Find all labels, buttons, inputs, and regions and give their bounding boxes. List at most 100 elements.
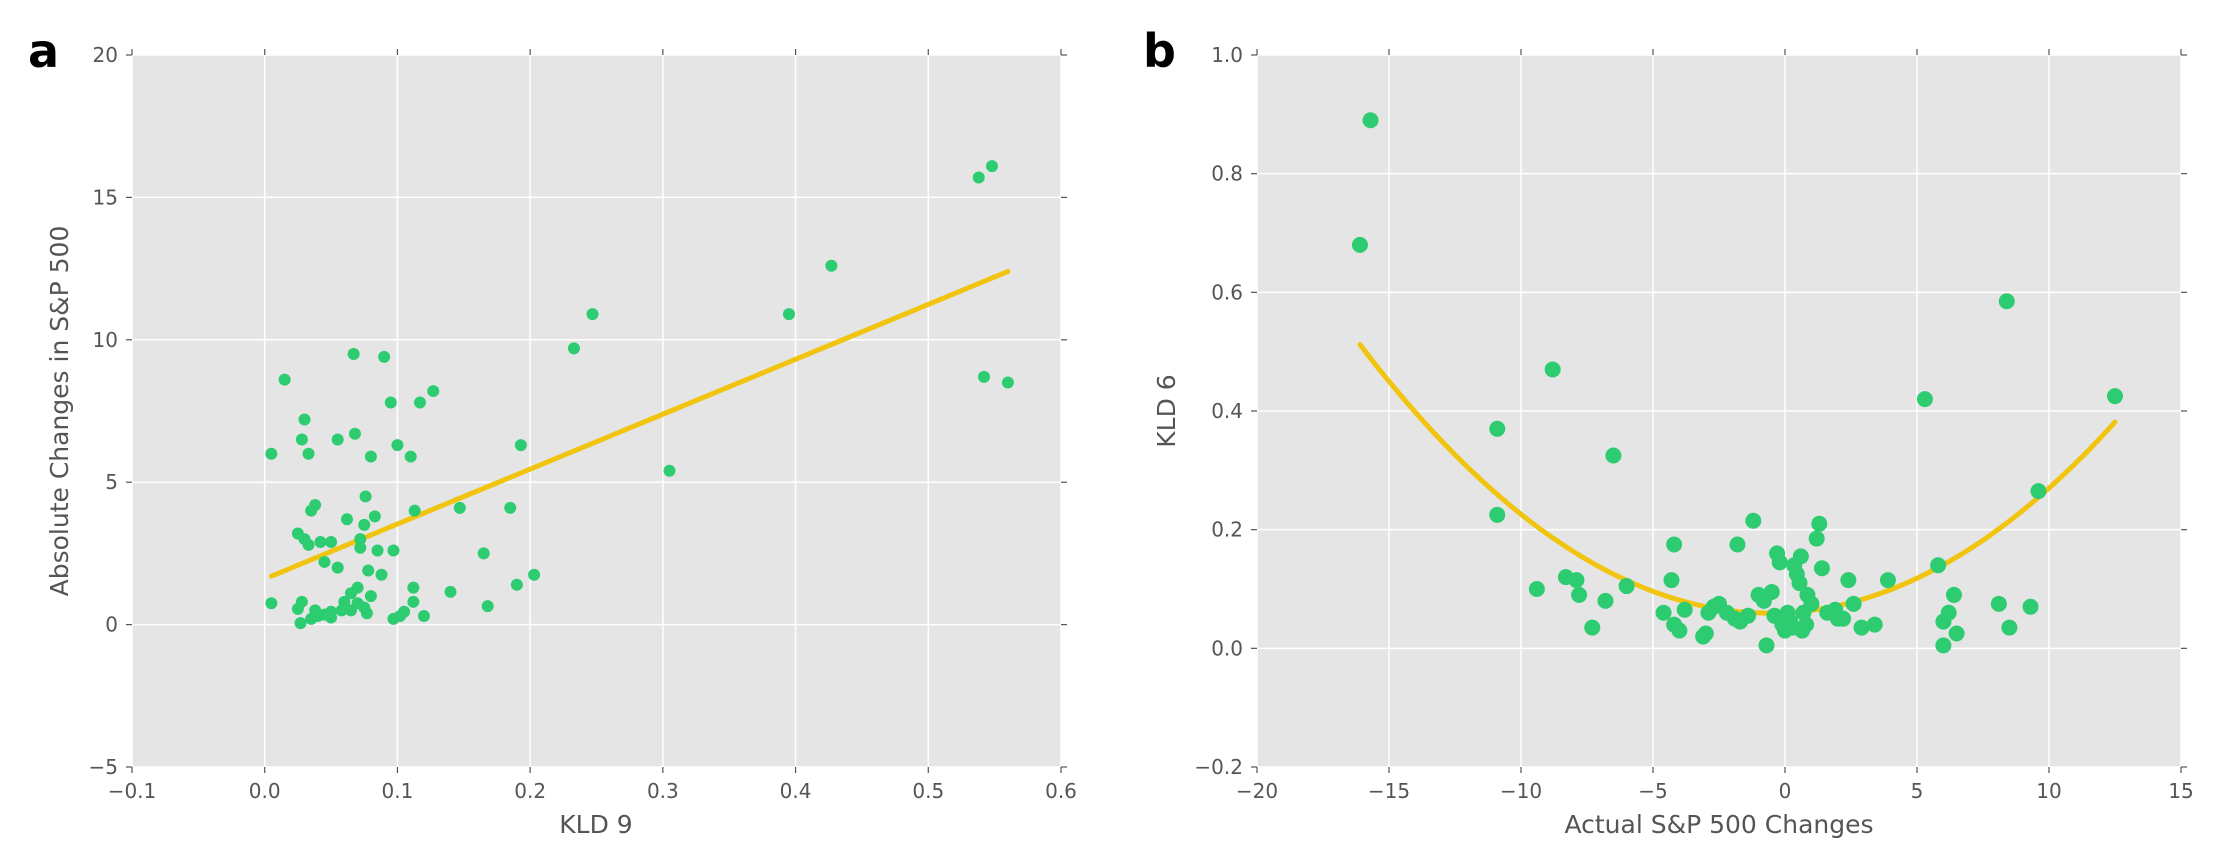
data-point — [298, 413, 311, 426]
data-point — [1811, 515, 1828, 532]
x-tick-label: −20 — [1236, 779, 1278, 803]
data-point — [278, 373, 291, 386]
data-point — [1930, 557, 1947, 574]
x-tick-label: −10 — [1500, 779, 1542, 803]
data-point — [359, 490, 372, 503]
x-tick-label: −15 — [1368, 779, 1410, 803]
data-point — [1813, 560, 1830, 577]
data-point — [407, 581, 420, 594]
data-point — [1362, 112, 1379, 129]
panel-a-grid — [131, 54, 1062, 768]
data-point — [318, 555, 331, 568]
data-point — [453, 501, 466, 514]
panel-a-label: a — [28, 24, 59, 78]
data-point — [1935, 637, 1952, 654]
data-point — [1840, 572, 1857, 589]
panel-b-ylabel: KLD 6 — [1152, 374, 1181, 447]
data-point — [387, 544, 400, 557]
data-point — [514, 439, 527, 452]
data-point — [1584, 619, 1601, 636]
data-point — [1697, 625, 1714, 642]
data-point — [417, 610, 430, 623]
data-point — [1571, 586, 1588, 603]
data-point — [1866, 616, 1883, 633]
data-point — [1544, 361, 1561, 378]
y-tick-label: 0.8 — [1211, 162, 1243, 186]
data-point — [354, 533, 367, 546]
x-tick-label: 15 — [2168, 779, 2193, 803]
y-tick-label: 5 — [105, 470, 118, 494]
data-point — [360, 607, 373, 620]
data-point — [1998, 293, 2015, 310]
x-tick-label: 10 — [2036, 779, 2061, 803]
data-point — [663, 464, 676, 477]
data-point — [2107, 388, 2123, 405]
data-point — [398, 605, 411, 618]
data-point — [407, 595, 420, 608]
panel-a-ticks: −0.1 0.0 0.1 0.2 0.3 0.4 0.5 0.6 −5 0 5 10 15 20 — [89, 43, 1077, 803]
data-point — [477, 547, 490, 560]
data-point — [978, 370, 991, 383]
panel-b-ticks: −20 −15 −10 −5 0 5 10 15 −0.2 0.0 0.2 0.4 0.6 0.8 1.0 — [1194, 43, 2193, 803]
y-tick-label: −0.2 — [1194, 755, 1243, 779]
data-point — [985, 160, 998, 173]
data-point — [371, 544, 384, 557]
data-point — [972, 171, 985, 184]
panel-b: b −20 −15 −10 −5 0 5 10 15 −0.2 0.0 0.2 0.4 0.6 0.8 1.… — [1143, 24, 2194, 839]
data-point — [1835, 610, 1852, 627]
panel-a-xlabel: KLD 9 — [559, 810, 632, 839]
data-point — [358, 518, 371, 531]
data-point — [351, 581, 364, 594]
panel-a-plot-area — [132, 55, 1061, 767]
data-point — [1568, 572, 1585, 589]
data-point — [265, 597, 278, 610]
data-point — [1771, 554, 1788, 571]
data-point — [1945, 586, 1962, 603]
data-point — [1618, 578, 1635, 595]
data-point — [2001, 619, 2018, 636]
data-point — [528, 568, 541, 581]
data-point — [408, 504, 421, 517]
data-point — [362, 564, 375, 577]
x-tick-label: 0.2 — [514, 779, 546, 803]
data-point — [1808, 530, 1825, 547]
data-point — [504, 501, 517, 514]
data-point — [354, 541, 367, 554]
data-point — [309, 498, 322, 511]
data-point — [444, 585, 457, 598]
data-point — [1798, 616, 1815, 633]
x-tick-label: −0.1 — [108, 779, 157, 803]
data-point — [481, 600, 494, 613]
data-point — [294, 617, 307, 630]
data-point — [378, 350, 391, 363]
data-point — [347, 348, 360, 361]
fit-line — [268, 268, 1011, 579]
y-tick-label: 10 — [93, 328, 118, 352]
data-point — [331, 433, 344, 446]
data-point — [1792, 548, 1809, 565]
x-tick-label: 5 — [1911, 779, 1924, 803]
data-point — [510, 578, 523, 591]
data-point — [368, 510, 381, 523]
data-point — [1845, 595, 1862, 612]
data-point — [1489, 506, 1506, 523]
x-tick-label: 0.6 — [1045, 779, 1077, 803]
data-point — [2030, 483, 2047, 500]
data-point — [586, 308, 599, 321]
data-point — [348, 427, 361, 440]
panel-a-fit-line — [268, 268, 1011, 579]
data-point — [295, 433, 308, 446]
data-point — [364, 590, 377, 603]
data-point — [338, 595, 351, 608]
panel-b-xlabel: Actual S&P 500 Changes — [1564, 810, 1873, 839]
data-point — [302, 538, 315, 551]
y-tick-label: 0.2 — [1211, 518, 1243, 542]
data-point — [782, 308, 795, 321]
x-tick-label: −5 — [1638, 779, 1667, 803]
data-point — [331, 561, 344, 574]
data-point — [1605, 447, 1622, 464]
panel-b-points — [1351, 112, 2123, 654]
data-point — [364, 450, 377, 463]
data-point — [1916, 391, 1933, 408]
